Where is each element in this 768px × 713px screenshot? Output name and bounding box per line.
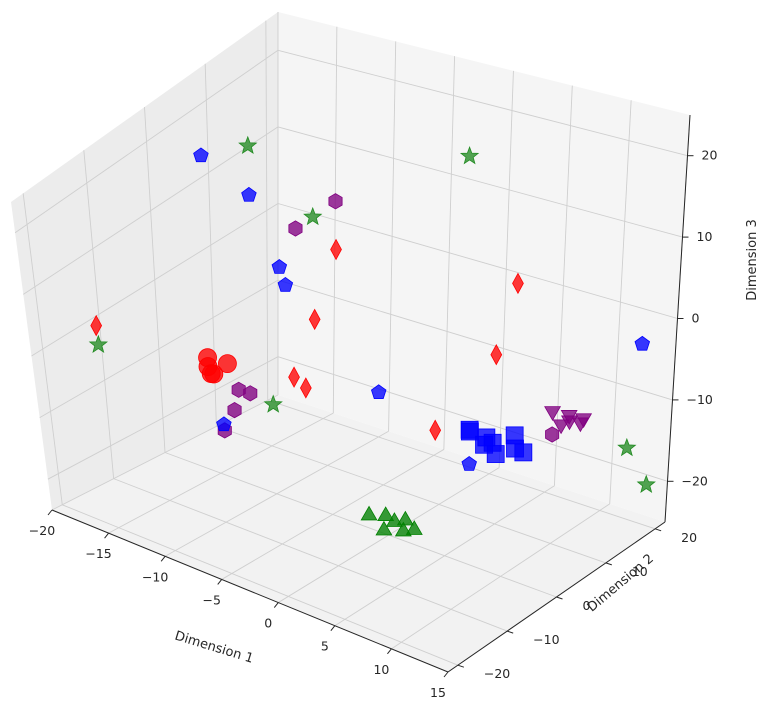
star-marker — [617, 437, 637, 457]
star-marker — [238, 135, 258, 155]
diamond-marker — [330, 238, 342, 261]
grid-y-floor — [62, 504, 459, 666]
y-tick — [605, 562, 612, 566]
y-tick-label: 10 — [632, 564, 648, 579]
x-tick — [47, 509, 53, 516]
triangle-up-marker — [375, 520, 393, 536]
triangle-up-marker — [377, 506, 395, 521]
y-tick — [457, 664, 465, 668]
hexagon-marker — [288, 220, 303, 237]
x-tick-label: 0 — [264, 616, 272, 631]
pentagon-marker — [634, 335, 651, 351]
grid-z-wall — [23, 126, 279, 295]
grid-z-wall — [31, 203, 279, 357]
star-marker — [263, 394, 283, 413]
x-tick — [160, 555, 166, 562]
x-tick-label: −10 — [142, 569, 168, 584]
star-marker — [88, 334, 108, 354]
z-tick-label: 0 — [692, 311, 700, 326]
pentagon-marker — [216, 416, 232, 432]
diamond-marker — [288, 366, 300, 388]
circle-marker — [218, 354, 237, 374]
pentagon-marker — [193, 147, 209, 163]
circle-marker — [204, 364, 224, 384]
floor-pane — [52, 395, 665, 672]
diamond-marker — [308, 308, 321, 331]
pentagon-marker — [370, 384, 387, 400]
hexagon-marker — [328, 193, 343, 210]
x-tick-label: −5 — [202, 592, 220, 607]
grid-z-back — [277, 203, 678, 319]
grid-y-floor — [267, 399, 656, 530]
x-tick — [273, 602, 279, 608]
diamond-marker — [90, 314, 103, 337]
grid-z-wall — [39, 279, 279, 418]
triangle-up-marker — [360, 505, 378, 521]
grid-z-back — [277, 49, 688, 157]
x-axis-label: Dimension 1 — [173, 629, 255, 667]
y-tick-label: −10 — [533, 632, 559, 647]
triangle-up-marker — [385, 512, 403, 527]
x-tick-label: 15 — [430, 685, 446, 700]
x-tick — [217, 579, 223, 585]
diamond-marker — [512, 272, 524, 295]
x-tick-label: −20 — [29, 523, 55, 538]
grid-z-wall — [14, 49, 279, 234]
hexagon-marker — [227, 402, 242, 419]
y-tick-label: 0 — [583, 598, 591, 613]
diamond-marker — [429, 419, 442, 441]
x-tick-label: −15 — [85, 546, 111, 561]
diamond-marker — [299, 377, 312, 399]
y-tick — [507, 630, 514, 634]
star-marker — [636, 474, 656, 493]
data-points — [88, 135, 656, 537]
hexagon-marker — [231, 381, 246, 398]
x-tick-label: 5 — [321, 639, 329, 654]
x-axis-line — [51, 509, 449, 673]
x-tick — [104, 532, 109, 539]
grid-z-back — [277, 356, 668, 482]
left-wall-pane — [11, 12, 278, 510]
pentagon-marker — [461, 456, 477, 471]
y-tick — [654, 528, 662, 532]
x-tick — [330, 625, 336, 632]
square-marker — [506, 439, 524, 458]
pentagon-marker — [277, 276, 294, 292]
triangle-up-marker — [396, 510, 414, 526]
x-tick-label: 10 — [373, 662, 389, 677]
grid-z-back — [277, 126, 683, 238]
star-marker — [459, 146, 480, 165]
pentagon-marker — [241, 186, 257, 202]
grid-y-floor — [164, 452, 557, 598]
star-marker — [303, 206, 323, 226]
diamond-marker — [490, 343, 503, 366]
x-tick — [387, 648, 392, 655]
triangle-down-marker — [575, 413, 593, 429]
grid-y-floor — [216, 425, 606, 564]
y-tick — [556, 596, 563, 600]
grid-y-floor — [113, 478, 508, 632]
z-tick-label: 20 — [702, 148, 718, 163]
y-tick-label: 20 — [681, 530, 697, 545]
axis-panes — [11, 12, 690, 672]
grid-z-back — [277, 279, 673, 401]
z-axis-label: Dimension 3 — [745, 219, 760, 301]
square-marker — [460, 422, 479, 441]
x-tick — [443, 671, 449, 678]
triangle-down-marker — [552, 419, 570, 435]
triangle-down-marker — [544, 406, 562, 421]
tick-labels: −20 −15 −10 −5 0 5 10 15 −20 −10 0 10 20 −20 −10 0 10 20 — [29, 148, 718, 700]
triangle-up-marker — [405, 520, 423, 535]
z-tick-label: −20 — [682, 473, 708, 488]
hexagon-marker — [545, 426, 560, 443]
z-tick-label: −10 — [687, 392, 713, 407]
pentagon-marker — [271, 259, 288, 274]
grid-z-wall — [47, 356, 279, 480]
square-marker — [486, 445, 505, 463]
z-tick-label: 10 — [697, 229, 713, 244]
triangle-up-marker — [394, 521, 412, 537]
y-tick-label: −20 — [484, 666, 510, 681]
